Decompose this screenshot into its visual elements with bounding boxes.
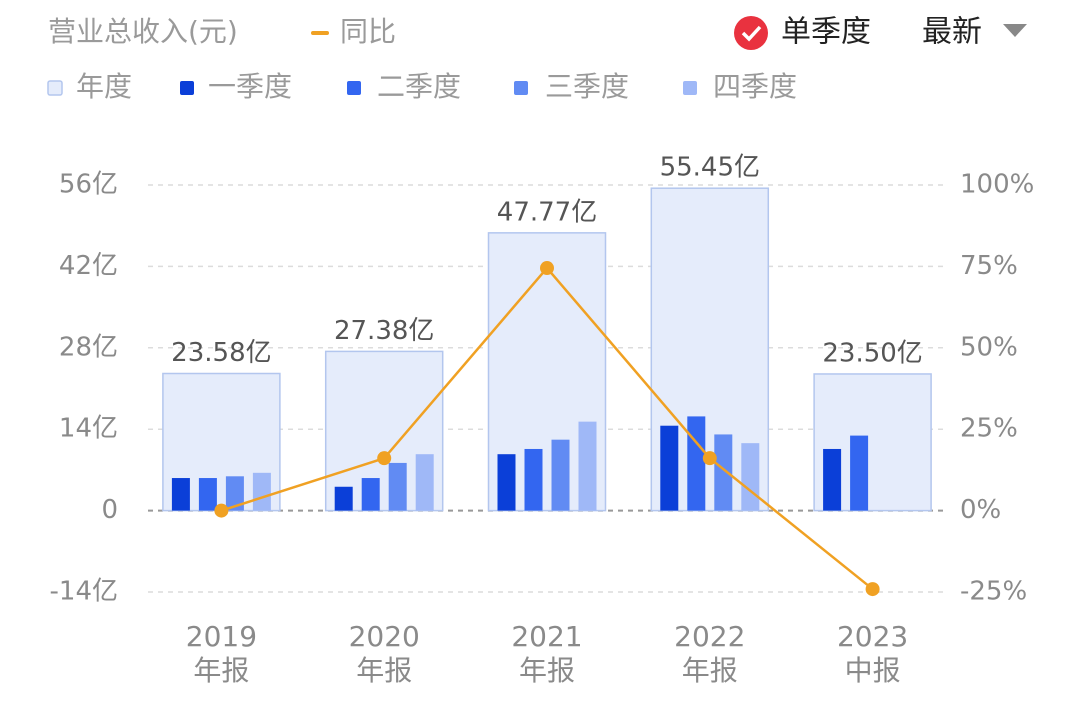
legend-label: 四季度 [713,70,797,103]
x-tick-label: 2021 [511,620,582,653]
quarter-bar [252,472,271,511]
quarter-bar [415,454,434,511]
quarter-toggle[interactable]: 单季度 [734,15,871,51]
yoy-point [540,261,554,276]
quarter-bar [198,478,217,511]
quarter-bar [714,434,733,511]
legend-swatch [347,81,361,95]
x-tick-label: 年报 [356,654,412,687]
yoy-point [865,582,880,597]
y-tick-label: 56亿 [59,170,118,200]
x-tick-label: 中报 [845,654,901,687]
y-tick-label: 42亿 [59,251,118,281]
yoy-point [377,451,392,466]
period-label: 最新 [922,15,982,50]
quarter-bar [551,439,570,511]
value-label: 47.77亿 [497,197,597,227]
legend-swatch [47,80,63,96]
x-tick-label: 2023 [837,620,908,653]
legend-swatch [180,81,194,95]
y-tick-label: -14亿 [50,577,118,607]
legend-label: 同比 [340,15,396,48]
y-tick-label: 28亿 [59,332,118,362]
check-mark [741,25,762,42]
legend-swatch [514,81,528,95]
quarter-bar [741,443,760,511]
quarter-bar [524,448,543,511]
x-tick-label: 年报 [519,654,575,687]
toggle-label: 单季度 [781,15,871,50]
value-label: 55.45亿 [660,153,760,183]
y2-tick-label: 0% [960,495,1001,525]
x-tick-label: 年报 [682,654,738,687]
yoy-point [214,503,229,518]
legend-label: 年度 [76,70,132,103]
chart-title: 营业总收入(元) [48,15,238,48]
value-label: 27.38亿 [334,316,434,346]
y-tick-label: 0 [101,495,118,525]
legend-label: 一季度 [208,70,292,103]
legend-label: 二季度 [377,70,461,103]
quarter-bar [850,435,869,511]
legend-label: 三季度 [545,70,629,103]
y-tick-label: 14亿 [59,414,118,444]
legend-swatch [683,81,697,95]
quarter-bar [497,454,516,511]
dropdown-arrow [1003,24,1027,37]
x-tick-label: 年报 [193,654,249,687]
x-tick-label: 2019 [186,620,257,653]
quarter-bar [823,448,842,511]
quarter-bar [660,425,679,511]
value-label: 23.50亿 [822,338,922,368]
quarter-bar [388,462,407,511]
x-tick-label: 2022 [674,620,745,653]
quarter-bar [578,421,597,511]
quarter-bar [334,486,353,511]
quarter-bar [171,478,190,511]
y2-tick-label: 75% [960,251,1018,281]
check-icon [734,16,768,50]
quarter-bar [361,478,380,511]
value-label: 23.58亿 [171,338,271,368]
y2-tick-label: 50% [960,332,1018,362]
x-tick-label: 2020 [349,620,420,653]
y2-tick-label: -25% [960,577,1027,607]
quarter-bar [687,416,706,511]
yoy-point [702,451,717,466]
y2-tick-label: 100% [960,170,1034,200]
quarter-bar [225,476,244,511]
y2-tick-label: 25% [960,414,1018,444]
period-select[interactable]: 最新 [922,15,1027,50]
